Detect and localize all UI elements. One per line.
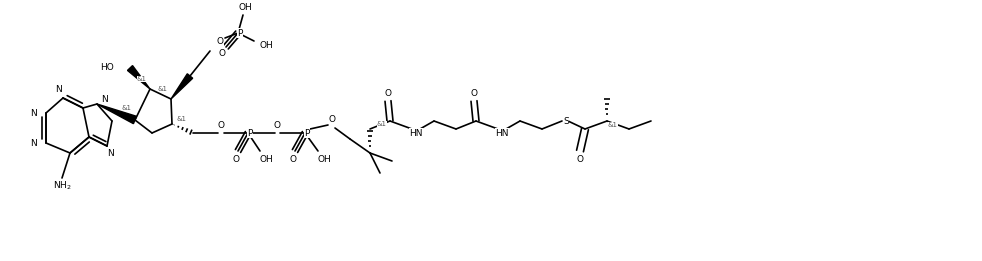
Polygon shape <box>97 104 136 124</box>
Text: N: N <box>30 139 37 147</box>
Text: N: N <box>108 150 114 158</box>
Text: O: O <box>219 49 226 57</box>
Polygon shape <box>171 74 192 99</box>
Text: &1: &1 <box>608 122 618 128</box>
Text: HN: HN <box>495 128 509 138</box>
Text: OH: OH <box>259 155 273 163</box>
Text: &1: &1 <box>122 105 132 111</box>
Text: &1: &1 <box>177 116 187 122</box>
Text: O: O <box>329 115 336 123</box>
Text: O: O <box>470 88 477 98</box>
Text: HO: HO <box>100 63 114 73</box>
Text: N: N <box>56 86 63 94</box>
Text: O: O <box>385 88 392 98</box>
Text: &1: &1 <box>137 76 147 82</box>
Text: HN: HN <box>409 128 422 138</box>
Text: N: N <box>30 109 37 117</box>
Polygon shape <box>128 66 150 89</box>
Text: O: O <box>290 156 297 164</box>
Text: O: O <box>274 121 281 129</box>
Text: &1: &1 <box>377 121 387 127</box>
Text: P: P <box>247 128 252 138</box>
Text: O: O <box>216 37 224 45</box>
Text: NH$_2$: NH$_2$ <box>53 180 72 192</box>
Text: S: S <box>563 116 569 126</box>
Text: &1: &1 <box>158 86 168 92</box>
Text: OH: OH <box>260 40 274 50</box>
Text: P: P <box>304 128 309 138</box>
Text: O: O <box>217 122 225 130</box>
Text: N: N <box>101 94 108 104</box>
Text: OH: OH <box>238 3 251 11</box>
Text: O: O <box>233 156 240 164</box>
Text: OH: OH <box>317 155 331 163</box>
Text: O: O <box>576 156 583 164</box>
Text: P: P <box>238 28 243 38</box>
